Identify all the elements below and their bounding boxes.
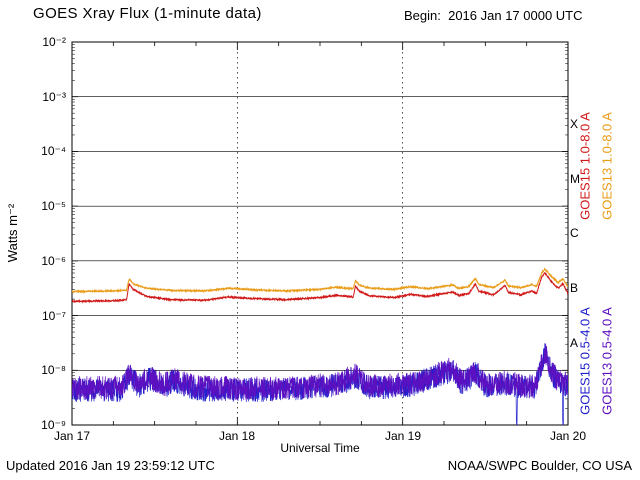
legend-goes15-short: GOES15 0.5-4.0 A bbox=[577, 307, 593, 415]
flare-class-c: C bbox=[570, 226, 579, 240]
x-tick-label: Jan 19 bbox=[384, 429, 422, 443]
x-tick-label: Jan 20 bbox=[549, 429, 587, 443]
y-tick-label: 10⁻⁶ bbox=[41, 254, 66, 268]
noaa-credit: NOAA/SWPC Boulder, CO USA bbox=[447, 458, 632, 473]
flare-class-x: X bbox=[570, 117, 579, 131]
flare-class-m: M bbox=[570, 172, 580, 186]
legend-goes13-short: GOES13 0.5-4.0 A bbox=[599, 307, 615, 415]
legend-goes13-long: GOES13 1.0-8.0 A bbox=[599, 112, 615, 220]
y-tick-label: 10⁻³ bbox=[42, 90, 66, 104]
flare-class-b: B bbox=[570, 281, 579, 295]
page-title: GOES Xray Flux (1-minute data) bbox=[33, 5, 262, 22]
x-tick-label: Jan 18 bbox=[218, 429, 256, 443]
updated-timestamp: Updated 2016 Jan 19 23:59:12 UTC bbox=[6, 458, 215, 473]
flare-class-a: A bbox=[570, 336, 579, 350]
legend-goes15-long: GOES15 1.0-8.0 A bbox=[577, 112, 593, 220]
y-tick-label: 10⁻⁴ bbox=[41, 144, 66, 158]
y-axis-label: Watts m⁻² bbox=[5, 203, 20, 263]
x-tick-label: Jan 17 bbox=[53, 429, 91, 443]
y-tick-label: 10⁻⁷ bbox=[41, 309, 66, 323]
y-tick-label: 10⁻⁹ bbox=[41, 418, 66, 432]
y-tick-label: 10⁻⁵ bbox=[41, 199, 66, 213]
begin-timestamp: Begin: 2016 Jan 17 0000 UTC bbox=[404, 8, 583, 23]
y-tick-label: 10⁻⁸ bbox=[41, 363, 66, 377]
x-axis-label: Universal Time bbox=[280, 441, 360, 455]
y-tick-label: 10⁻² bbox=[42, 35, 66, 49]
